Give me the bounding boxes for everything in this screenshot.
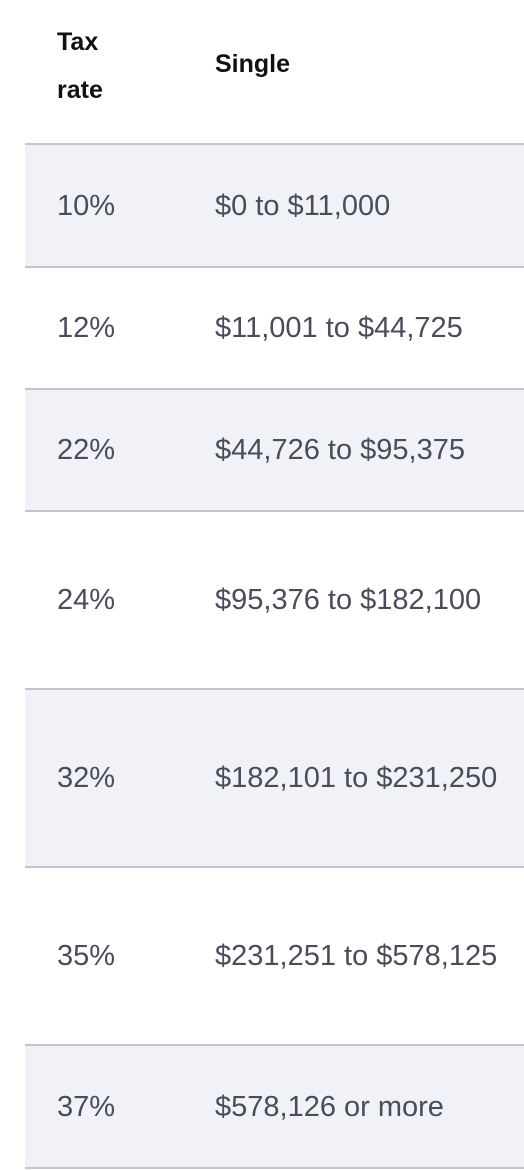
tax-bracket-table: Tax rate Single 10% $0 to $11,000 12% $1…: [25, 0, 524, 1169]
tax-rate-cell: 37%: [57, 1090, 116, 1123]
table-row: 24% $95,376 to $182,100: [25, 512, 524, 690]
single-range-cell: $231,251 to $578,125: [215, 940, 498, 972]
single-range-cell: $44,726 to $95,375: [215, 434, 465, 466]
header-tax-rate: Tax rate: [57, 28, 103, 104]
header-single: Single: [215, 50, 291, 78]
tax-rate-cell: 24%: [57, 584, 116, 616]
single-range-cell: $182,101 to $231,250: [215, 762, 498, 794]
table-row: 12% $11,001 to $44,725: [25, 268, 524, 390]
tax-rate-cell: 12%: [57, 312, 116, 344]
table-row: 22% $44,726 to $95,375: [25, 390, 524, 512]
table-row: 37% $578,126 or more: [25, 1046, 524, 1169]
tax-rate-cell: 32%: [57, 762, 116, 794]
single-range-cell: $0 to $11,000: [215, 189, 391, 222]
tax-rate-cell: 35%: [57, 940, 116, 972]
single-range-cell: $95,376 to $182,100: [215, 584, 482, 616]
tax-rate-cell: 10%: [57, 189, 116, 222]
single-range-cell: $11,001 to $44,725: [215, 312, 463, 344]
table-row: 10% $0 to $11,000: [25, 145, 524, 268]
table-header-row: Tax rate Single: [25, 0, 524, 145]
table-row: 32% $182,101 to $231,250: [25, 690, 524, 868]
tax-rate-cell: 22%: [57, 434, 116, 466]
table-row: 35% $231,251 to $578,125: [25, 868, 524, 1046]
single-range-cell: $578,126 or more: [215, 1090, 444, 1123]
